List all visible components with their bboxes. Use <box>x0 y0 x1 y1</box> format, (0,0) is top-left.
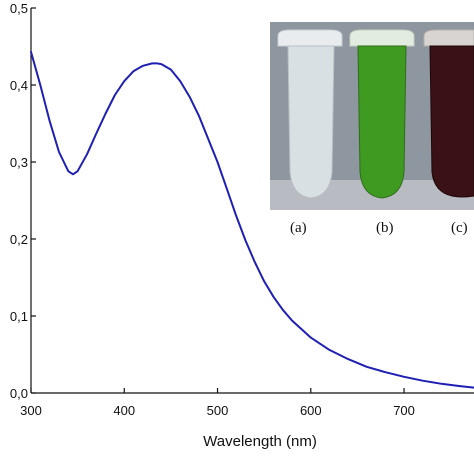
y-tick-label: 0,5 <box>10 1 28 16</box>
y-tick-label: 0,2 <box>10 232 28 247</box>
x-axis-title: Wavelength (nm) <box>203 433 317 450</box>
vial-b <box>349 29 415 199</box>
vial-a-caption: (a) <box>290 220 307 236</box>
series-layer <box>30 50 474 389</box>
y-tick-label: 0,3 <box>10 155 28 170</box>
vial-c <box>423 29 474 198</box>
x-tick-label: 500 <box>207 403 229 418</box>
vial-a <box>277 29 343 199</box>
vial-b-caption: (b) <box>376 220 394 236</box>
plot-area: 0,0 0,1 0,2 0,3 0,4 0,5 300 400 500 600 700 <box>10 1 474 418</box>
x-tick-label: 300 <box>20 403 42 418</box>
vials-photo-inset: (a) (b) (c) <box>270 22 474 236</box>
y-tick-label: 0,1 <box>10 309 28 324</box>
vial-c-caption: (c) <box>451 220 468 236</box>
vial-a-body <box>287 45 335 199</box>
vial-b-body <box>357 45 407 199</box>
x-tick-label: 700 <box>393 403 415 418</box>
x-tick-label: 600 <box>300 403 322 418</box>
vial-c-body <box>429 45 474 198</box>
y-tick-label: 0,0 <box>10 386 28 401</box>
absorbance-series-line <box>30 50 474 389</box>
x-tick-label: 400 <box>113 403 135 418</box>
y-tick-label: 0,4 <box>10 78 28 93</box>
